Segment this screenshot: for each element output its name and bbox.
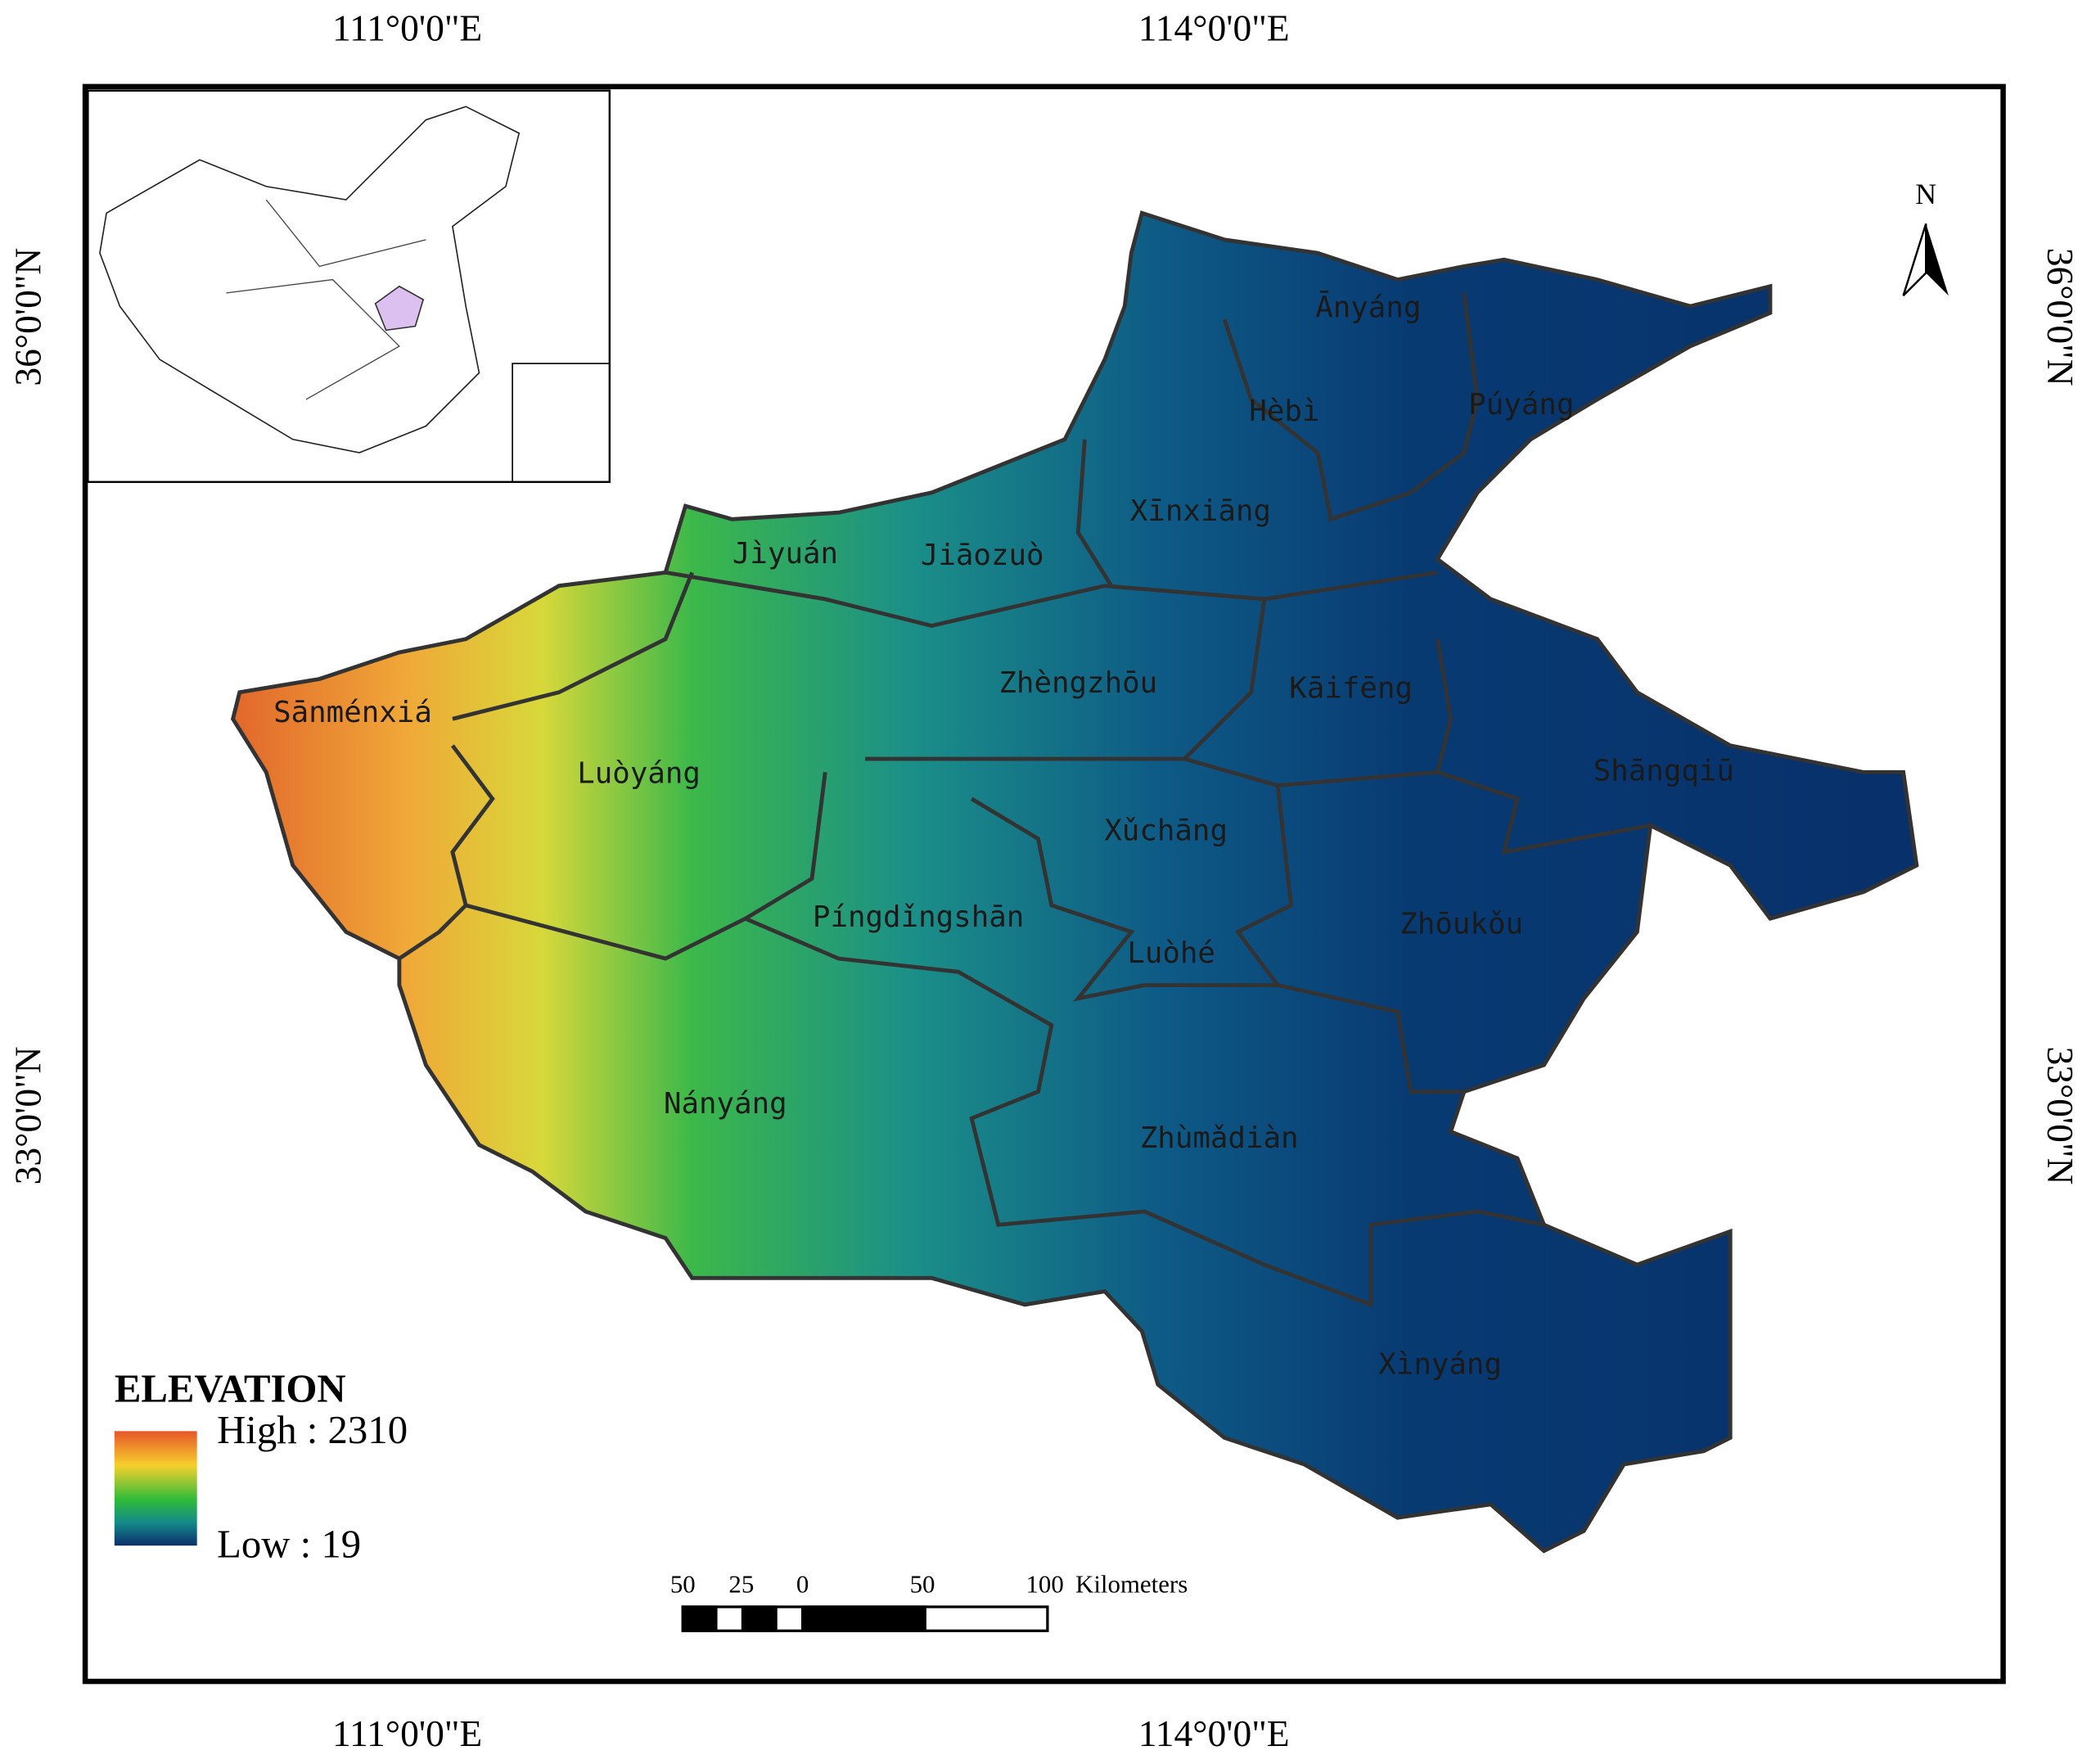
scale-label: 0 <box>796 1570 809 1599</box>
region-label: Píngdǐngshān <box>813 900 1024 934</box>
scale-label: 50 <box>910 1570 935 1599</box>
region-label: Luòyáng <box>577 757 701 791</box>
grid-label-right: 33°0'0"N <box>2040 1046 2081 1184</box>
region-label: Zhùmǎdiàn <box>1140 1121 1299 1155</box>
region-label: Jìyuán <box>732 537 838 571</box>
grid-label-left: 33°0'0"N <box>7 1046 48 1184</box>
legend-title: ELEVATION <box>115 1366 346 1410</box>
region-label: Luòhé <box>1127 936 1215 970</box>
grid-label-left: 36°0'0"N <box>7 248 48 386</box>
frame <box>82 83 2006 1685</box>
scale-label: 100 <box>1025 1570 1063 1599</box>
region-label: Kāifēng <box>1289 672 1413 706</box>
region-label: Hèbì <box>1249 395 1319 428</box>
north-arrow <box>1902 223 1949 296</box>
scale-label: 25 <box>728 1570 754 1599</box>
grid-label-bottom: 111°0'0"E <box>332 1712 482 1754</box>
region-borders <box>398 292 1652 1308</box>
region-label: Jiāozuò <box>921 539 1044 572</box>
region-label: Zhèngzhōu <box>998 666 1157 700</box>
scale-label: 50 <box>670 1570 696 1599</box>
region-label: Shāngqiū <box>1593 754 1734 787</box>
legend-low: Low : 19 <box>217 1523 361 1567</box>
grid-label-right: 36°0'0"N <box>2040 248 2081 386</box>
region-label: Nányáng <box>664 1087 787 1121</box>
inset-map <box>87 89 611 484</box>
region-label: Xìnyáng <box>1378 1348 1502 1382</box>
region-label: Xīnxiāng <box>1130 494 1271 528</box>
region-label: Púyáng <box>1468 388 1574 422</box>
grid-label-top: 114°0'0"E <box>1138 7 1290 49</box>
legend-high: High : 2310 <box>217 1408 408 1452</box>
region-label: Xǔchāng <box>1104 814 1228 848</box>
scale-unit: Kilometers <box>1075 1570 1188 1599</box>
legend-colorbar <box>114 1431 197 1546</box>
scale-bar <box>681 1605 1049 1632</box>
grid-label-bottom: 114°0'0"E <box>1138 1712 1290 1754</box>
region-label: Zhōukǒu <box>1400 907 1523 941</box>
north-label: N <box>1915 178 1936 210</box>
region-label: Sānménxiá <box>273 696 432 729</box>
region-label: Ānyáng <box>1315 291 1421 324</box>
grid-label-top: 111°0'0"E <box>332 7 482 49</box>
